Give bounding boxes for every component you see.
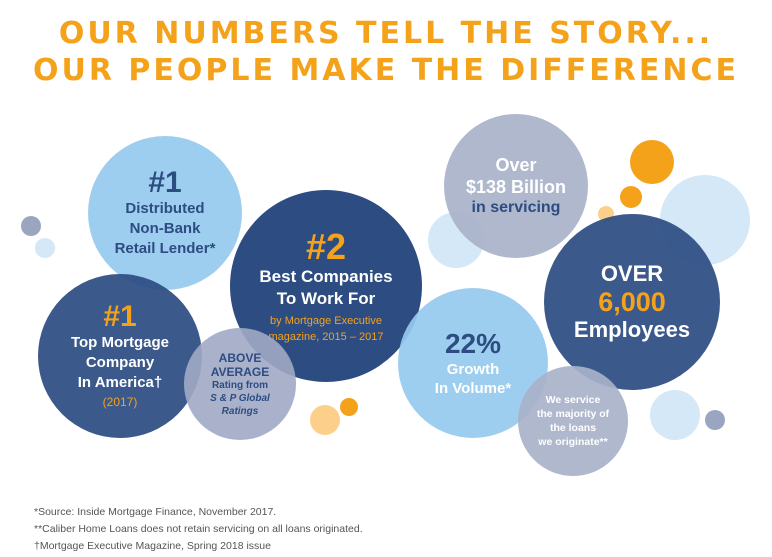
best-companies-source-2: magazine, 2015 – 2017 [268, 330, 384, 343]
best-companies-line-1: Best Companies [259, 266, 393, 286]
growth-line-2: In Volume* [434, 380, 512, 397]
we-service-line-4: we originate** [538, 436, 608, 448]
employees-line-2: Employees [573, 317, 691, 342]
we-service-line-1: We service [545, 394, 601, 406]
we-service-line-2: the majority of [536, 408, 610, 420]
headline-line-1: Our numbers tell the story... [58, 16, 714, 51]
above-average-line-1: ABOVE [218, 350, 262, 365]
bubble-distributed-retail-lender: #1 Distributed Non-Bank Retail Lender* [88, 136, 242, 290]
we-service-line-3: the loans [549, 422, 597, 434]
above-average-line-3: Rating from [211, 379, 269, 391]
decor-dot-peach-bottom [310, 405, 340, 435]
best-companies-source-1: by Mortgage Executive [270, 314, 382, 327]
decor-dot-gray-left [21, 216, 41, 236]
top-mortgage-year: (2017) [102, 395, 138, 409]
distributed-rank: #1 [148, 166, 182, 199]
footnote-2: **Caliber Home Loans does not retain ser… [34, 523, 363, 535]
best-companies-rank: #2 [305, 225, 347, 267]
above-average-line-5: Ratings [221, 405, 259, 417]
headline-line-2: our people make the difference [33, 53, 739, 88]
footnote-3: †Mortgage Executive Magazine, Spring 201… [34, 540, 271, 552]
decor-dot-gray-right [705, 410, 725, 430]
decor-dot-orange-small [620, 186, 642, 208]
top-mortgage-line-2: Company [85, 354, 155, 371]
decor-dot-orange-large [630, 140, 674, 184]
distributed-line-3: Retail Lender* [114, 240, 216, 257]
top-mortgage-line-3: In America† [77, 374, 163, 391]
growth-line-1: Growth [446, 361, 500, 378]
bubble-above-average-rating: ABOVE AVERAGE Rating from S & P Global R… [184, 328, 296, 440]
servicing-line-1: Over [495, 155, 537, 175]
bubble-employees: OVER 6,000 Employees [544, 214, 720, 390]
top-mortgage-rank: #1 [103, 300, 137, 333]
best-companies-line-2: To Work For [276, 288, 376, 308]
decor-dot-light-lower-right [650, 390, 700, 440]
bubble-top-mortgage-company: #1 Top Mortgage Company In America† (201… [38, 274, 202, 438]
servicing-line-2: $138 Billion [465, 177, 567, 197]
growth-value: 22% [444, 328, 502, 359]
decor-dot-orange-bottom [340, 398, 358, 416]
employees-value: 6,000 [598, 287, 666, 317]
above-average-line-4: S & P Global [210, 392, 270, 404]
decor-dot-light-left [35, 238, 55, 258]
distributed-line-2: Non-Bank [129, 220, 201, 237]
above-average-line-2: AVERAGE [210, 364, 270, 379]
bubble-we-service: We service the majority of the loans we … [518, 366, 628, 476]
employees-line-1: OVER [600, 261, 664, 286]
footnotes: *Source: Inside Mortgage Finance, Novemb… [34, 504, 363, 555]
servicing-line-3: in servicing [471, 199, 561, 216]
distributed-line-1: Distributed [125, 200, 205, 217]
footnote-1: *Source: Inside Mortgage Finance, Novemb… [34, 506, 277, 518]
top-mortgage-line-1: Top Mortgage [70, 334, 170, 351]
bubble-servicing-billion: Over $138 Billion in servicing [444, 114, 588, 258]
